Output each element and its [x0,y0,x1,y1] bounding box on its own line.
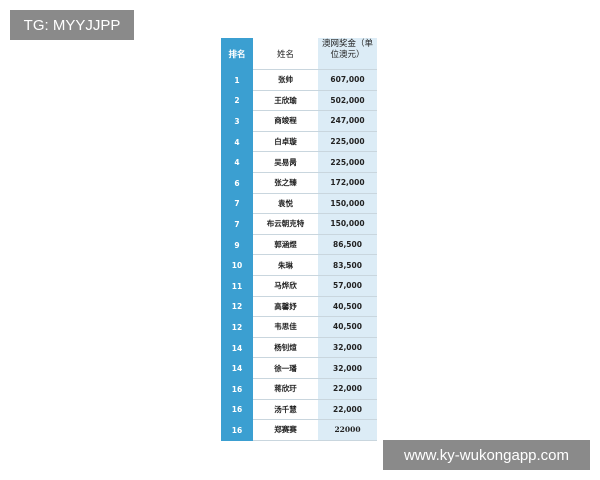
watermark: TG: MYYJJPP [10,10,134,40]
prize: 607,000 [318,70,377,91]
name: 杨钊煊 [253,337,318,359]
table-row: 11 马烨欣 57,000 [221,275,377,297]
prize: 247,000 [318,111,377,132]
table-row: 14 徐一璠 32,000 [221,358,377,379]
name: 张之臻 [253,172,318,194]
prize: 32,000 [318,337,377,359]
rank: 1 [221,70,253,91]
rank: 16 [221,378,253,400]
table-row: 9 郭涵煜 86,500 [221,234,377,256]
prize: 150,000 [318,193,377,215]
watermark: www.ky-wukongapp.com [383,440,590,470]
table-row: 4 吴易昺 225,000 [221,152,377,173]
prize: 32,000 [318,358,377,379]
table-row: 7 布云朝克特 150,000 [221,214,377,235]
prize-table: 排名 姓名 澳网奖金（单位澳元） 1 张帅 607,000 2 王欣瑜 502,000 3 商竣程 2… [221,38,377,441]
table-row: 7 袁悦 150,000 [221,193,377,215]
table-row: 12 高馨妤 40,500 [221,296,377,318]
header-cell: 澳网奖金（单位澳元） [318,38,377,70]
prize: 225,000 [318,152,377,173]
table-row: 6 张之臻 172,000 [221,172,377,194]
prize: 150,000 [318,214,377,235]
name: 高馨妤 [253,296,318,318]
name: 张帅 [253,70,318,91]
prize: 172,000 [318,172,377,194]
rank: 9 [221,234,253,256]
name: 郭涵煜 [253,234,318,256]
name: 王欣瑜 [253,90,318,112]
name: 袁悦 [253,193,318,215]
rank: 16 [221,420,253,441]
name: 白卓璇 [253,131,318,153]
table-row: 1 张帅 607,000 [221,70,377,91]
name: 徐一璠 [253,358,318,379]
prize: 40,500 [318,296,377,318]
prize: 22,000 [318,399,377,421]
name: 韦思佳 [253,317,318,338]
rank: 10 [221,255,253,276]
prize: 225,000 [318,131,377,153]
prize: 83,500 [318,255,377,276]
rank: 12 [221,296,253,318]
prize: 22000 [318,420,377,441]
rank: 11 [221,275,253,297]
rank: 14 [221,358,253,379]
prize: 57,000 [318,275,377,297]
table-row: 4 白卓璇 225,000 [221,131,377,153]
rank: 7 [221,193,253,215]
table-row: 16 汤千慧 22,000 [221,399,377,421]
table-row: 14 杨钊煊 32,000 [221,337,377,359]
rank: 12 [221,317,253,338]
prize: 86,500 [318,234,377,256]
header-row: 排名 姓名 澳网奖金（单位澳元） [221,38,377,70]
name: 汤千慧 [253,399,318,421]
rank: 3 [221,111,253,132]
rank: 4 [221,152,253,173]
name: 郑赛赛 [253,420,318,441]
rank: 7 [221,214,253,235]
table-row: 12 韦思佳 40,500 [221,317,377,338]
name: 商竣程 [253,111,318,132]
table-row: 2 王欣瑜 502,000 [221,90,377,112]
table-row: 16 蒋欣玗 22,000 [221,378,377,400]
name: 布云朝克特 [253,214,318,235]
rank: 2 [221,90,253,112]
prize: 22,000 [318,378,377,400]
table-row: 10 朱琳 83,500 [221,255,377,276]
name: 吴易昺 [253,152,318,173]
name: 朱琳 [253,255,318,276]
name: 马烨欣 [253,275,318,297]
header-cell: 姓名 [253,38,318,70]
name: 蒋欣玗 [253,378,318,400]
rank: 6 [221,172,253,194]
table-row: 3 商竣程 247,000 [221,111,377,132]
table-row: 16 郑赛赛 22000 [221,420,377,441]
header-cell: 排名 [221,38,253,70]
prize: 502,000 [318,90,377,112]
rank: 4 [221,131,253,153]
prize: 40,500 [318,317,377,338]
rank: 16 [221,399,253,421]
rank: 14 [221,337,253,359]
